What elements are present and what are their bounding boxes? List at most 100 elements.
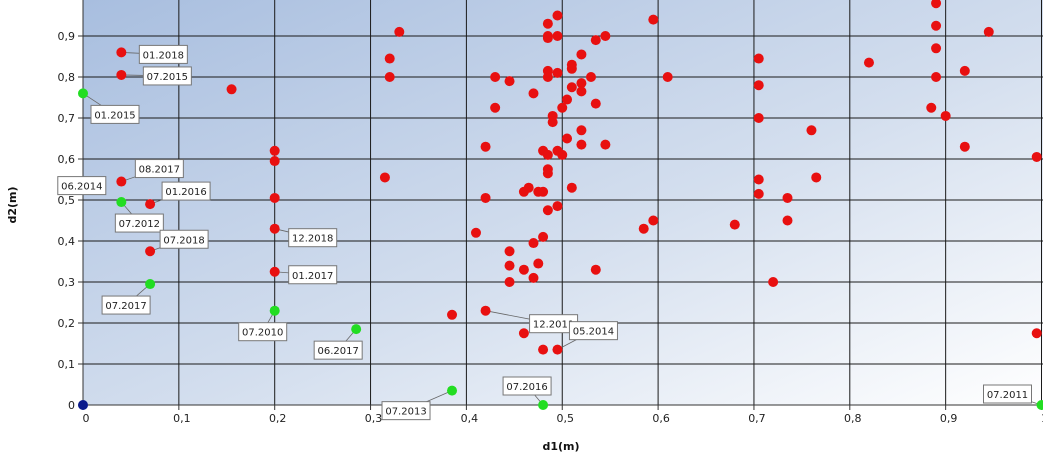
- x-tick-label: 0,9: [940, 412, 958, 425]
- annotation-label: 07.2015: [147, 72, 188, 83]
- data-point: [116, 197, 126, 207]
- annotation-label: 01.2016: [165, 187, 206, 198]
- data-point: [543, 33, 553, 43]
- data-point: [639, 224, 649, 234]
- data-point: [481, 142, 491, 152]
- data-point: [864, 58, 874, 68]
- x-tick-label: 0,1: [173, 412, 191, 425]
- x-tick-label: 0,3: [365, 412, 383, 425]
- data-point: [394, 27, 404, 37]
- data-point: [270, 193, 280, 203]
- data-point: [481, 193, 491, 203]
- data-point: [519, 265, 529, 275]
- data-point: [543, 168, 553, 178]
- y-tick-label: 0,8: [58, 71, 76, 84]
- data-point: [385, 54, 395, 64]
- data-point: [562, 95, 572, 105]
- x-tick-label: 0,8: [844, 412, 862, 425]
- annotation-label: 07.2011: [987, 390, 1028, 401]
- data-point: [811, 172, 821, 182]
- data-point: [576, 49, 586, 59]
- y-tick-label: 0,5: [58, 194, 76, 207]
- data-point: [576, 86, 586, 96]
- data-point: [538, 400, 548, 410]
- data-point: [576, 125, 586, 135]
- data-point: [505, 76, 515, 86]
- data-point: [380, 172, 390, 182]
- y-tick-label: 0,7: [58, 112, 76, 125]
- data-point: [145, 246, 155, 256]
- annotation-label: 08.2017: [139, 165, 180, 176]
- data-point: [567, 183, 577, 193]
- x-axis-title: d1(m): [542, 440, 579, 453]
- data-point: [926, 103, 936, 113]
- data-point: [663, 72, 673, 82]
- y-tick-label: 0,3: [58, 276, 76, 289]
- annotation-label: 07.2012: [119, 219, 160, 230]
- data-point: [538, 232, 548, 242]
- data-point: [505, 246, 515, 256]
- annotation-label: 07.2018: [163, 235, 204, 246]
- y-tick-label: 0,6: [58, 153, 76, 166]
- data-point: [519, 328, 529, 338]
- data-point: [385, 72, 395, 82]
- data-point: [960, 142, 970, 152]
- annotation-label: 07.2013: [385, 407, 426, 418]
- data-point: [1032, 328, 1042, 338]
- data-point: [270, 224, 280, 234]
- data-point: [941, 111, 951, 121]
- data-point: [557, 150, 567, 160]
- data-point: [490, 103, 500, 113]
- annotation-label: 06.2014: [61, 182, 102, 193]
- data-point: [227, 84, 237, 94]
- data-point: [567, 82, 577, 92]
- x-tick-label: 0,5: [557, 412, 575, 425]
- data-point: [754, 80, 764, 90]
- data-point: [931, 72, 941, 82]
- data-point: [730, 220, 740, 230]
- data-point: [270, 267, 280, 277]
- data-point: [768, 277, 778, 287]
- x-tick-label: 0: [83, 412, 90, 425]
- annotation-label: 05.2014: [573, 327, 614, 338]
- data-point: [533, 259, 543, 269]
- data-point: [116, 70, 126, 80]
- data-point: [648, 15, 658, 25]
- data-point: [351, 324, 361, 334]
- data-point: [754, 113, 764, 123]
- data-point: [145, 199, 155, 209]
- data-point: [591, 99, 601, 109]
- data-point: [528, 88, 538, 98]
- data-point: [116, 47, 126, 57]
- y-tick-label: 0,2: [58, 317, 76, 330]
- data-point: [754, 54, 764, 64]
- x-tick-label: 0,2: [269, 412, 287, 425]
- data-point: [505, 277, 515, 287]
- data-point: [562, 134, 572, 144]
- data-point: [591, 265, 601, 275]
- annotation-label: 06.2017: [317, 346, 358, 357]
- x-tick-label: 0,6: [652, 412, 670, 425]
- annotation-label: 12.2011: [533, 320, 574, 331]
- data-point: [931, 21, 941, 31]
- data-point: [600, 140, 610, 150]
- x-tick-label: 0,4: [461, 412, 479, 425]
- data-point: [78, 400, 88, 410]
- data-point: [490, 72, 500, 82]
- data-point: [145, 279, 155, 289]
- annotation-label: 07.2017: [105, 301, 146, 312]
- data-point: [78, 88, 88, 98]
- annotation-label: 01.2015: [94, 110, 135, 121]
- data-point: [931, 43, 941, 53]
- y-tick-label: 0: [68, 399, 75, 412]
- data-point: [567, 60, 577, 70]
- data-point: [538, 345, 548, 355]
- data-point: [543, 205, 553, 215]
- data-point: [552, 201, 562, 211]
- data-point: [782, 193, 792, 203]
- data-point: [543, 72, 553, 82]
- data-point: [447, 310, 457, 320]
- data-point: [505, 261, 515, 271]
